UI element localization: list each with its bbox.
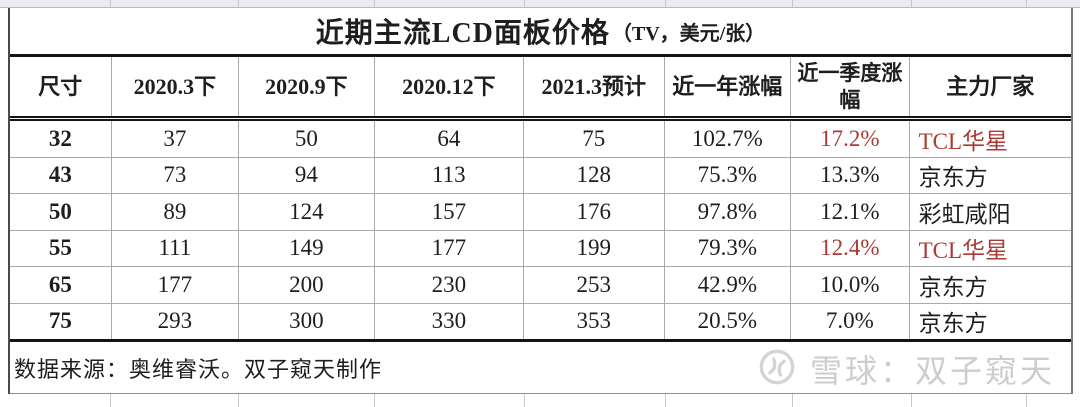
table-row: 75 293 300 330 353 20.5% 7.0% 京东方 xyxy=(10,303,1071,339)
spreadsheet-gridline xyxy=(110,394,111,407)
table-cell: 177 xyxy=(112,267,240,303)
xueqiu-snowball-logo-icon xyxy=(758,348,796,391)
table-cell: 17.2% xyxy=(791,121,910,157)
column-header: 近一年涨幅 xyxy=(665,57,792,116)
spreadsheet-gridline xyxy=(238,394,239,407)
table-cell: 50 xyxy=(239,121,375,157)
table-cell: 12.1% xyxy=(791,194,910,230)
spreadsheet-gridline xyxy=(110,0,111,7)
table-cell: 75.3% xyxy=(665,157,792,193)
table-title-unit-note: （TV，美元/张） xyxy=(611,22,766,45)
table-cell: 253 xyxy=(524,267,665,303)
table-cell: 13.3% xyxy=(791,157,910,193)
column-header: 2020.3下 xyxy=(112,57,240,116)
spreadsheet-gridline xyxy=(374,394,375,407)
table-cell: 157 xyxy=(375,194,525,230)
column-header: 2020.12下 xyxy=(375,57,525,116)
spreadsheet-gridline xyxy=(1026,394,1027,407)
table-cell: 32 xyxy=(10,121,112,157)
table-row: 43 73 94 113 128 75.3% 13.3% 京东方 xyxy=(10,157,1071,194)
watermark-text: 雪球：双子窥天 xyxy=(809,353,1055,389)
table-cell: 12.4% xyxy=(791,230,910,266)
spreadsheet-gridline xyxy=(524,394,525,407)
table-cell: 75 xyxy=(524,121,665,157)
table-cell: TCL华星 xyxy=(918,238,1009,264)
spreadsheet-gridline xyxy=(1026,0,1027,7)
table-cell: 65 xyxy=(10,267,112,303)
table-cell: 10.0% xyxy=(791,267,910,303)
table-cell: 113 xyxy=(375,157,525,193)
spreadsheet-gridline xyxy=(792,0,793,7)
table-cell: 230 xyxy=(375,267,525,303)
spreadsheet-gridline xyxy=(524,0,525,7)
column-header: 尺寸 xyxy=(10,57,112,116)
table-title-row: 近期主流LCD面板价格 （TV，美元/张） xyxy=(10,8,1071,57)
data-source-note: 数据来源：奥维睿沃。双子窥天制作 xyxy=(14,356,383,382)
table-cell: 102.7% xyxy=(665,121,792,157)
spreadsheet-partial-row-bottom xyxy=(0,394,1080,407)
table-cell: 20.5% xyxy=(665,303,792,339)
table-cell: 89 xyxy=(112,194,240,230)
table-cell: 293 xyxy=(112,303,240,339)
table-cell: 330 xyxy=(375,303,525,339)
table-row: 50 89 124 157 176 97.8% 12.1% 彩虹咸阳 xyxy=(10,194,1071,231)
table-cell: 300 xyxy=(239,303,375,339)
table-header-row: 尺寸 2020.3下 2020.9下 2020.12下 2021.3预计 近一年涨幅 近一季… xyxy=(10,57,1071,121)
table-cell: 111 xyxy=(112,230,240,266)
table-footer-row: 数据来源：奥维睿沃。双子窥天制作 雪球：双子窥天 xyxy=(10,342,1071,394)
spreadsheet-gridline xyxy=(792,394,793,407)
table-cell: 50 xyxy=(10,194,112,230)
spreadsheet-gridline xyxy=(911,394,912,407)
table-cell: 42.9% xyxy=(665,267,792,303)
table-cell: 200 xyxy=(239,267,375,303)
table-row: 65 177 200 230 253 42.9% 10.0% 京东方 xyxy=(10,267,1071,304)
spreadsheet-gridline xyxy=(238,0,239,7)
column-header: 2020.9下 xyxy=(239,57,375,116)
table-cell: 7.0% xyxy=(791,303,910,339)
table-cell: 176 xyxy=(524,194,665,230)
table-cell: 京东方 xyxy=(918,165,988,191)
xueqiu-watermark: 雪球：双子窥天 xyxy=(758,346,1055,392)
table-cell: 353 xyxy=(524,303,665,339)
table-cell: 75 xyxy=(10,303,112,339)
table-cell: 124 xyxy=(239,194,375,230)
table-row: 32 37 50 64 75 102.7% 17.2% TCL华星 xyxy=(10,121,1071,158)
table-cell: TCL华星 xyxy=(918,128,1009,154)
table-cell: 73 xyxy=(112,157,240,193)
table-cell: 97.8% xyxy=(665,194,792,230)
table-cell: 37 xyxy=(112,121,240,157)
spreadsheet-gridline xyxy=(665,0,666,7)
table-title: 近期主流LCD面板价格 xyxy=(315,18,610,49)
table-cell: 177 xyxy=(375,230,525,266)
column-header: 主力厂家 xyxy=(946,73,1035,99)
column-header: 2021.3预计 xyxy=(524,57,665,116)
spreadsheet-partial-row-top xyxy=(0,0,1080,8)
table-cell: 55 xyxy=(10,230,112,266)
spreadsheet-gridline xyxy=(911,0,912,7)
table-cell: 149 xyxy=(239,230,375,266)
table-cell: 64 xyxy=(375,121,525,157)
table-cell: 199 xyxy=(524,230,665,266)
column-header: 近一季度涨幅 xyxy=(791,57,910,116)
table-cell: 79.3% xyxy=(665,230,792,266)
spreadsheet-gridline xyxy=(665,394,666,407)
table-cell: 彩虹咸阳 xyxy=(918,201,1011,227)
price-table-panel: 近期主流LCD面板价格 （TV，美元/张） 尺寸 2020.3下 2020.9下 20… xyxy=(8,8,1073,394)
table-row: 55 111 149 177 199 79.3% 12.4% TCL华星 xyxy=(10,230,1071,267)
table-body: 32 37 50 64 75 102.7% 17.2% TCL华星 43 73 94 113 128 75… xyxy=(10,121,1071,339)
spreadsheet-gridline xyxy=(374,0,375,7)
table-cell: 京东方 xyxy=(918,311,988,337)
table-cell: 京东方 xyxy=(918,274,988,300)
table-cell: 94 xyxy=(239,157,375,193)
table-cell: 43 xyxy=(10,157,112,193)
table-cell: 128 xyxy=(524,157,665,193)
table-bottom-rule xyxy=(10,339,1071,342)
